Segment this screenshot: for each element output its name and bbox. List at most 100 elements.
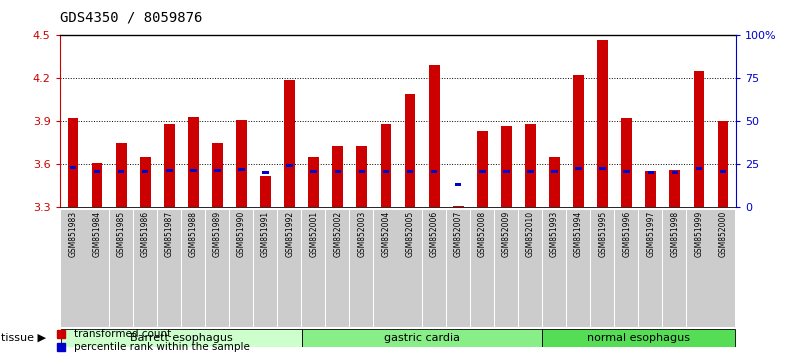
Bar [383, 170, 389, 173]
Text: GSM852005: GSM852005 [405, 211, 415, 257]
Bar [672, 171, 678, 174]
Bar [287, 164, 293, 167]
Bar [238, 168, 244, 171]
Bar [549, 157, 560, 207]
Bar [302, 210, 326, 327]
Bar [696, 167, 702, 170]
Bar [527, 170, 533, 173]
Bar [573, 75, 584, 207]
Bar [142, 170, 148, 173]
Bar [158, 210, 181, 327]
Bar [455, 183, 462, 186]
Bar [718, 121, 728, 207]
Text: GSM851995: GSM851995 [598, 211, 607, 257]
Text: GSM851991: GSM851991 [261, 211, 270, 257]
Bar [68, 118, 78, 207]
Bar [181, 210, 205, 327]
Text: GSM851996: GSM851996 [622, 211, 631, 257]
Bar [214, 169, 220, 172]
Text: GSM851989: GSM851989 [213, 211, 222, 257]
Bar [110, 210, 133, 327]
Text: GSM851988: GSM851988 [189, 211, 198, 257]
Bar [720, 170, 726, 173]
Bar [663, 210, 686, 327]
Bar [501, 126, 512, 207]
Text: GSM852003: GSM852003 [357, 211, 366, 257]
Bar [567, 210, 590, 327]
Bar [519, 210, 542, 327]
Bar [639, 210, 662, 327]
Bar [646, 171, 656, 207]
Text: gastric cardia: gastric cardia [384, 333, 460, 343]
Bar [308, 157, 319, 207]
Bar [166, 169, 173, 172]
Bar [115, 143, 127, 207]
Text: GSM851994: GSM851994 [574, 211, 583, 257]
Text: GSM851985: GSM851985 [116, 211, 126, 257]
Bar [326, 210, 349, 327]
Bar [357, 145, 367, 207]
Text: GSM852002: GSM852002 [334, 211, 342, 257]
Bar [134, 210, 157, 327]
Bar [669, 170, 681, 207]
Text: GSM852006: GSM852006 [430, 211, 439, 257]
Bar [447, 210, 470, 327]
Bar [542, 329, 735, 347]
Bar [399, 210, 422, 327]
Bar [310, 170, 317, 173]
Text: Barrett esophagus: Barrett esophagus [130, 333, 232, 343]
Bar [622, 118, 632, 207]
Text: GSM852000: GSM852000 [719, 211, 728, 257]
Bar [118, 170, 124, 173]
Bar [333, 145, 343, 207]
Bar [404, 94, 416, 207]
Bar [61, 329, 302, 347]
Bar [230, 210, 253, 327]
Text: GSM852008: GSM852008 [478, 211, 487, 257]
Bar [263, 171, 269, 174]
Text: GSM852007: GSM852007 [454, 211, 462, 257]
Bar [206, 210, 229, 327]
Bar [688, 210, 711, 327]
Bar [599, 167, 606, 170]
Text: GSM851993: GSM851993 [550, 211, 559, 257]
Bar [693, 71, 704, 207]
Bar [495, 210, 518, 327]
Text: GSM852009: GSM852009 [501, 211, 511, 257]
Bar [70, 166, 76, 169]
Legend: transformed count, percentile rank within the sample: transformed count, percentile rank withi… [57, 329, 249, 352]
Bar [212, 143, 223, 207]
Text: GSM851986: GSM851986 [141, 211, 150, 257]
Bar [479, 170, 486, 173]
Bar [334, 170, 341, 173]
Text: GSM852004: GSM852004 [381, 211, 391, 257]
Bar [188, 117, 199, 207]
Bar [470, 210, 494, 327]
Bar [615, 210, 638, 327]
Bar [576, 167, 582, 170]
Bar [648, 171, 654, 174]
Bar [431, 170, 437, 173]
Bar [236, 120, 247, 207]
Bar [597, 40, 608, 207]
Text: GDS4350 / 8059876: GDS4350 / 8059876 [60, 11, 202, 25]
Text: tissue ▶: tissue ▶ [1, 333, 46, 343]
Text: GSM851990: GSM851990 [237, 211, 246, 257]
Text: GSM852001: GSM852001 [309, 211, 318, 257]
Bar [350, 210, 373, 327]
Bar [140, 157, 150, 207]
Bar [61, 210, 84, 327]
Bar [543, 210, 566, 327]
Bar [477, 131, 488, 207]
Bar [712, 210, 735, 327]
Bar [302, 329, 542, 347]
Bar [407, 170, 413, 173]
Bar [503, 170, 509, 173]
Text: GSM851983: GSM851983 [68, 211, 77, 257]
Text: GSM851984: GSM851984 [92, 211, 102, 257]
Text: normal esophagus: normal esophagus [587, 333, 690, 343]
Bar [260, 176, 271, 207]
Text: GSM852010: GSM852010 [526, 211, 535, 257]
Bar [254, 210, 277, 327]
Text: GSM851992: GSM851992 [285, 211, 295, 257]
